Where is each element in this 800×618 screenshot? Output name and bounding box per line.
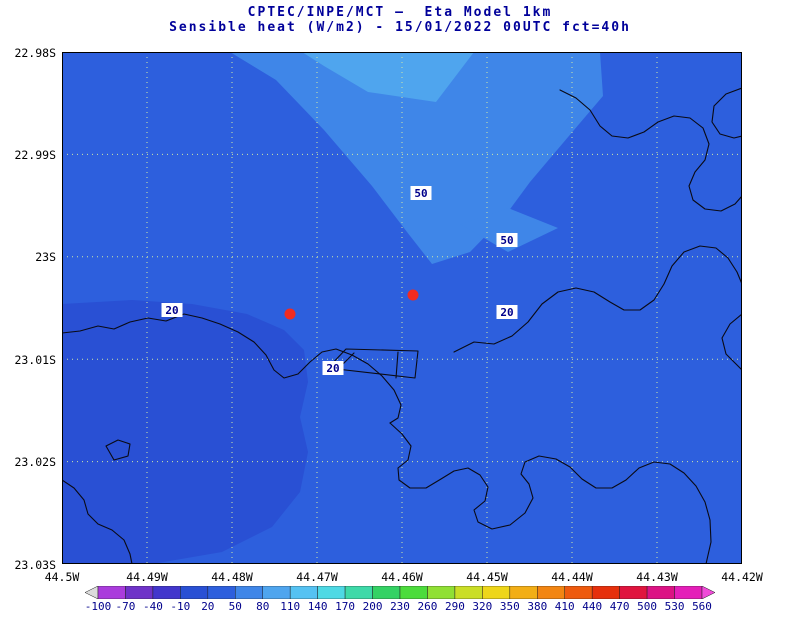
- colorbar-segment: [509, 585, 538, 600]
- colorbar-segment: [344, 585, 373, 600]
- station-marker: [407, 289, 419, 301]
- x-axis-label: 44.44W: [551, 570, 593, 584]
- colorbar-tick-label: 260: [417, 600, 438, 613]
- colorbar-tick-label: 80: [256, 600, 270, 613]
- x-axis-label: 44.45W: [466, 570, 508, 584]
- colorbar-tick-label: 230: [390, 600, 410, 613]
- colorbar-segment: [454, 585, 483, 600]
- colorbar-segment: [564, 585, 593, 600]
- contour-label-text: 50: [414, 187, 427, 200]
- colorbar-tick-label: 320: [472, 600, 493, 613]
- y-axis-label: 23.02S: [14, 455, 56, 470]
- x-axis-label: 44.47W: [296, 570, 338, 584]
- colorbar-tick-label: 410: [554, 600, 575, 613]
- colorbar-tick-label: -70: [115, 600, 136, 613]
- y-axis-label: 23.01S: [14, 352, 56, 367]
- contour-label-text: 20: [326, 362, 339, 375]
- contour-label-text: 20: [500, 306, 513, 319]
- colorbar: [84, 584, 716, 600]
- colorbar-segment: [125, 585, 154, 600]
- station-marker: [284, 308, 296, 320]
- colorbar-tick-label: 440: [582, 600, 603, 613]
- x-axis-label: 44.49W: [126, 570, 168, 584]
- coastline-northeast-coast-contours: [559, 87, 743, 212]
- colorbar-segment: [152, 585, 181, 600]
- colorbar-segment: [427, 585, 456, 600]
- colorbar-tick-label: 530: [664, 600, 685, 613]
- coastline-east-landmass-coast: [453, 245, 743, 371]
- contour-label-box: [161, 303, 183, 317]
- colorbar-tick-label: -100: [84, 600, 112, 613]
- contour-label-text: 50: [500, 234, 513, 247]
- map-plot-area: 50 50 20 20 20: [61, 52, 743, 565]
- colorbar-tick-label: 20: [201, 600, 215, 613]
- colorbar-segment: [317, 585, 346, 600]
- colorbar-segment: [262, 585, 291, 600]
- colorbar-segment: [235, 585, 263, 600]
- coastline-bay-and-peninsula-coast: [389, 422, 712, 565]
- colorbar-tick-label: 350: [499, 600, 520, 613]
- colorbar-segment: [399, 585, 428, 600]
- colorbar-tick-label: 470: [609, 600, 630, 613]
- coastline-southwest-inland-contour: [61, 439, 133, 565]
- colorbar-segment: [537, 585, 565, 600]
- colorbar-tick-label: 560: [692, 600, 712, 613]
- x-axis-label: 44.5W: [44, 570, 80, 584]
- contour-label-box: [410, 186, 432, 200]
- shade-region-50-80-north: [230, 52, 603, 264]
- colorbar-segment: [674, 585, 703, 600]
- colorbar-tick-label: 380: [527, 600, 548, 613]
- shade-region-below-20-southwest: [62, 300, 308, 564]
- colorbar-segment: [619, 585, 648, 600]
- colorbar-right-arrow: [701, 585, 716, 600]
- contour-label-box: [322, 361, 344, 375]
- colorbar-segment: [372, 585, 401, 600]
- sensible-heat-map: 50 50 20 20 20: [61, 52, 743, 565]
- x-axis-label: 44.42W: [721, 570, 763, 584]
- colorbar-segment: [97, 585, 126, 600]
- colorbar-tick-label: 500: [637, 600, 658, 613]
- chart-title-line1: CPTEC/INPE/MCT — Eta Model 1km: [247, 5, 553, 20]
- colorbar-tick-label: 290: [444, 600, 465, 613]
- colorbar-tick-label: 200: [362, 600, 383, 613]
- colorbar-tick-label: 110: [280, 600, 301, 613]
- colorbar-segment: [646, 585, 675, 600]
- colorbar-tick-label: 170: [335, 600, 356, 613]
- colorbar-tick-label: -10: [170, 600, 191, 613]
- shade-region-50-80-east-patch: [460, 208, 558, 252]
- y-axis-label: 23.03S: [14, 557, 56, 572]
- contour-label-box: [496, 233, 518, 247]
- y-axis-label: 22.98S: [14, 45, 56, 60]
- map-frame-border: [62, 52, 742, 564]
- colorbar-tick-label: 50: [228, 600, 242, 613]
- colorbar-segment: [591, 585, 620, 600]
- y-axis-label: 23S: [35, 250, 56, 265]
- colorbar-segment: [207, 585, 236, 600]
- y-axis-label: 22.99S: [14, 147, 56, 162]
- x-axis-label: 44.48W: [211, 570, 253, 584]
- chart-title-line2: Sensible heat (W/m2) - 15/01/2022 00UTC …: [169, 20, 631, 35]
- colorbar-segment: [180, 585, 209, 600]
- contour-label-box: [496, 305, 518, 319]
- colorbar-tick-label: 140: [307, 600, 328, 613]
- colorbar-tick-label: -40: [142, 600, 163, 613]
- colorbar-segment: [289, 585, 318, 600]
- x-axis-label: 44.43W: [636, 570, 678, 584]
- shade-region-80-110-far-north: [302, 52, 474, 102]
- colorbar-segment: [482, 585, 511, 600]
- x-axis-label: 44.46W: [381, 570, 423, 584]
- contour-label-text: 20: [165, 304, 178, 317]
- colorbar-scale: [84, 585, 716, 600]
- colorbar-left-arrow: [84, 585, 99, 600]
